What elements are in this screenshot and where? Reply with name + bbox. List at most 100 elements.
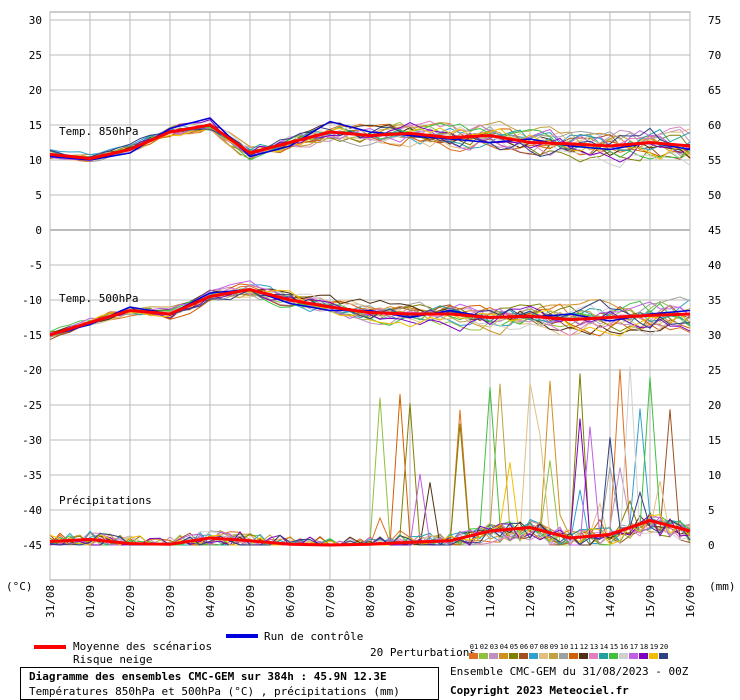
perturbation-color-swatch (549, 653, 558, 659)
perturbation-id-label: 04 (499, 643, 509, 651)
perturbation-color-swatch (619, 653, 628, 659)
right-tick-label: 40 (708, 259, 721, 272)
right-tick-label: 35 (708, 294, 721, 307)
left-tick-label: -35 (22, 469, 42, 482)
left-tick-label: -25 (22, 399, 42, 412)
panel-label-t500: Temp. 500hPa (59, 292, 139, 305)
perturbation-color-swatch (469, 653, 478, 659)
left-tick-label: 30 (29, 14, 42, 27)
perturbation-color-swatch (489, 653, 498, 659)
perturbation-color-swatch (519, 653, 528, 659)
x-tick-label: 02/09 (124, 585, 137, 618)
panel-label-precip: Précipitations (59, 494, 152, 507)
x-tick-label: 14/09 (604, 585, 617, 618)
perturbation-color-swatch (589, 653, 598, 659)
perturbation-id-label: 06 (519, 643, 529, 651)
right-tick-label: 0 (708, 539, 715, 552)
right-tick-label: 50 (708, 189, 721, 202)
right-axis-unit: (mm) (709, 580, 736, 593)
mean-500-line (49, 287, 691, 337)
perturbation-id-label: 09 (549, 643, 559, 651)
perturbation-id-label: 08 (539, 643, 549, 651)
perturbation-id-label: 20 (659, 643, 669, 651)
panel-label-t850: Temp. 850hPa (59, 125, 139, 138)
x-tick-label: 10/09 (444, 585, 457, 618)
perturbation-color-swatch (609, 653, 618, 659)
perturbation-id-label: 02 (479, 643, 489, 651)
right-tick-label: 15 (708, 434, 721, 447)
perturbation-color-swatch (499, 653, 508, 659)
left-tick-label: 15 (29, 119, 42, 132)
perturbation-color-swatch (639, 653, 648, 659)
perturbation-500-line (49, 289, 691, 337)
perturbation-id-label: 19 (649, 643, 659, 651)
perturbation-id-label: 15 (609, 643, 619, 651)
legend-control-swatch (226, 634, 258, 638)
perturbation-id-label: 17 (629, 643, 639, 651)
copyright: Copyright 2023 Meteociel.fr (450, 684, 629, 697)
perturbation-color-swatch (539, 653, 548, 659)
perturbation-color-swatch (569, 653, 578, 659)
right-tick-label: 25 (708, 364, 721, 377)
perturbation-id-label: 07 (529, 643, 539, 651)
x-tick-label: 13/09 (564, 585, 577, 618)
perturbation-id-label: 12 (579, 643, 589, 651)
left-tick-label: -5 (29, 259, 42, 272)
chart-title: Diagramme des ensembles CMC-GEM sur 384h… (29, 670, 387, 683)
x-tick-label: 12/09 (524, 585, 537, 618)
legend-control-label: Run de contrôle (264, 630, 364, 643)
x-tick-label: 01/09 (84, 585, 97, 618)
left-tick-label: -20 (22, 364, 42, 377)
left-axis-unit: (°C) (6, 580, 33, 593)
perturbation-color-swatch (479, 653, 488, 659)
right-tick-label: 5 (708, 504, 715, 517)
right-tick-label: 70 (708, 49, 721, 62)
legend-perturbations-label: 20 Perturbations (370, 646, 476, 659)
x-tick-label: 09/09 (404, 585, 417, 618)
left-tick-label: -30 (22, 434, 42, 447)
perturbation-id-label: 11 (569, 643, 579, 651)
right-tick-label: 45 (708, 224, 721, 237)
mean-850-line (49, 123, 691, 161)
run-info: Ensemble CMC-GEM du 31/08/2023 - 00Z (450, 665, 689, 678)
perturbation-id-label: 16 (619, 643, 629, 651)
perturbation-color-swatch (599, 653, 608, 659)
perturbation-color-swatch (509, 653, 518, 659)
x-tick-label: 04/09 (204, 585, 217, 618)
perturbation-color-swatch (629, 653, 638, 659)
left-tick-label: 10 (29, 154, 42, 167)
chart-subtitle: Températures 850hPa et 500hPa (°C) , pré… (29, 685, 400, 698)
right-tick-label: 75 (708, 14, 721, 27)
legend-snow-label: Risque neige (73, 653, 153, 666)
x-tick-label: 16/09 (684, 585, 697, 618)
left-tick-label: 20 (29, 84, 42, 97)
left-tick-label: -45 (22, 539, 42, 552)
title-box: Diagramme des ensembles CMC-GEM sur 384h… (20, 667, 439, 700)
x-tick-label: 05/09 (244, 585, 257, 618)
perturbation-color-swatch (559, 653, 568, 659)
x-tick-label: 15/09 (644, 585, 657, 618)
x-tick-label: 31/08 (44, 585, 57, 618)
perturbation-id-label: 13 (589, 643, 599, 651)
legend-mean-label: Moyenne des scénarios (73, 640, 213, 653)
perturbation-color-swatch (649, 653, 658, 659)
legend-mean-swatch (34, 645, 66, 649)
x-tick-label: 08/09 (364, 585, 377, 618)
x-tick-label: 07/09 (324, 585, 337, 618)
left-tick-label: -15 (22, 329, 42, 342)
perturbation-id-label: 10 (559, 643, 569, 651)
perturbation-id-label: 14 (599, 643, 609, 651)
perturbation-id-label: 05 (509, 643, 519, 651)
left-tick-label: -40 (22, 504, 42, 517)
perturbation-color-swatch (579, 653, 588, 659)
left-tick-label: 25 (29, 49, 42, 62)
right-tick-label: 60 (708, 119, 721, 132)
perturbation-color-swatch (659, 653, 668, 659)
left-tick-label: 5 (35, 189, 42, 202)
perturbation-id-label: 18 (639, 643, 649, 651)
x-tick-label: 06/09 (284, 585, 297, 618)
perturbation-850-line (49, 126, 691, 159)
right-tick-label: 30 (708, 329, 721, 342)
right-tick-label: 65 (708, 84, 721, 97)
